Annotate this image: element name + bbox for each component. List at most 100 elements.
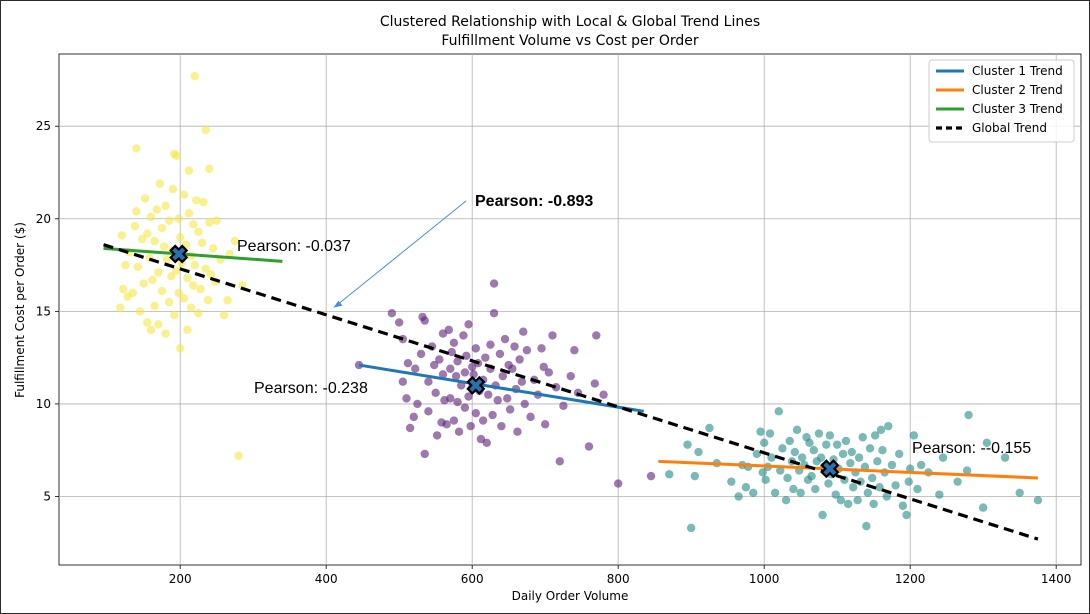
data-point-cluster-3 <box>146 325 156 335</box>
data-point-cluster-3 <box>159 242 169 251</box>
data-point-cluster-2 <box>938 453 948 462</box>
data-point-cluster-2 <box>909 431 919 440</box>
data-point-cluster-1 <box>449 416 459 425</box>
data-point-cluster-1 <box>354 360 364 370</box>
data-point-cluster-1 <box>403 358 413 368</box>
data-point-cluster-3 <box>154 268 163 277</box>
data-point-cluster-2 <box>902 510 911 520</box>
data-point-cluster-2 <box>1000 453 1010 462</box>
y-tick-label: 20 <box>36 212 51 226</box>
data-point-cluster-1 <box>592 331 601 340</box>
data-point-cluster-2 <box>665 470 674 479</box>
data-point-cluster-2 <box>776 466 785 475</box>
data-point-cluster-3 <box>194 309 203 318</box>
data-point-cluster-3 <box>138 234 147 244</box>
data-point-cluster-3 <box>139 279 148 288</box>
trend-lines <box>103 243 1039 541</box>
data-point-cluster-3 <box>161 201 170 211</box>
data-point-cluster-1 <box>446 394 455 403</box>
data-point-cluster-1 <box>469 370 478 379</box>
centroid-x-marker-cluster-3 <box>169 244 189 264</box>
plot-area <box>58 53 1082 566</box>
data-point-cluster-2 <box>694 447 703 457</box>
data-point-cluster-1 <box>498 371 508 381</box>
data-point-cluster-2 <box>853 495 862 505</box>
data-point-cluster-2 <box>846 458 855 468</box>
data-point-cluster-2 <box>734 492 743 501</box>
data-point-cluster-1 <box>570 346 579 355</box>
data-point-cluster-3 <box>128 288 137 298</box>
data-point-cluster-1 <box>522 346 532 355</box>
y-tick-label: 15 <box>36 304 51 318</box>
data-point-cluster-3 <box>162 255 172 264</box>
data-point-cluster-1 <box>555 457 564 466</box>
data-point-cluster-3 <box>161 329 170 338</box>
data-point-cluster-3 <box>148 275 157 285</box>
data-point-cluster-1 <box>431 388 440 398</box>
data-point-cluster-1 <box>646 471 656 481</box>
data-point-cluster-1 <box>402 394 411 403</box>
data-point-cluster-1 <box>515 355 524 364</box>
data-point-cluster-1 <box>460 403 470 412</box>
chart-subtitle: Fulfillment Volume vs Cost per Order <box>441 33 699 49</box>
data-point-cluster-1 <box>478 416 488 425</box>
centroid-x-marker-cluster-1 <box>466 375 486 395</box>
y-tick-label: 5 <box>43 489 51 503</box>
data-point-cluster-2 <box>825 431 835 440</box>
data-point-cluster-1 <box>435 355 444 364</box>
data-point-cluster-3 <box>186 303 196 312</box>
y-tick-label: 25 <box>36 119 51 133</box>
x-tick-label: 1000 <box>749 572 780 586</box>
data-point-cluster-2 <box>875 483 884 492</box>
data-point-cluster-1 <box>505 405 515 414</box>
data-point-cluster-2 <box>895 449 904 459</box>
data-point-cluster-2 <box>727 477 736 486</box>
data-point-cluster-1 <box>453 357 462 366</box>
data-point-cluster-3 <box>208 244 218 253</box>
data-point-cluster-1 <box>520 399 529 409</box>
global-trend-line <box>103 243 1039 541</box>
data-point-cluster-2 <box>841 436 851 446</box>
data-point-cluster-1 <box>471 408 481 418</box>
data-point-cluster-1 <box>500 334 510 344</box>
data-point-cluster-1 <box>420 449 429 459</box>
data-point-cluster-2 <box>770 488 780 497</box>
data-point-cluster-1 <box>462 351 471 360</box>
data-point-cluster-3 <box>189 220 198 229</box>
data-point-cluster-3 <box>132 207 141 216</box>
data-point-cluster-2 <box>792 425 802 435</box>
data-point-cluster-2 <box>904 477 913 486</box>
pearson-label-cluster-2: Pearson: --0.155 <box>912 440 1031 457</box>
cluster-1-trend-line <box>358 363 644 413</box>
data-point-cluster-3 <box>206 270 216 279</box>
data-point-cluster-2 <box>838 449 848 459</box>
data-point-cluster-3 <box>133 262 143 272</box>
x-axis-label: Daily Order Volume <box>512 589 629 603</box>
data-point-cluster-3 <box>203 296 213 305</box>
data-point-cluster-2 <box>758 468 767 477</box>
data-point-cluster-1 <box>430 360 439 370</box>
data-point-cluster-1 <box>526 412 535 422</box>
data-point-cluster-3 <box>121 260 130 270</box>
annotation-arrow-line <box>337 200 467 306</box>
data-point-cluster-2 <box>847 447 856 457</box>
data-point-cluster-2 <box>781 495 791 505</box>
data-point-cluster-3 <box>175 344 185 353</box>
data-point-cluster-3 <box>140 194 150 203</box>
data-point-cluster-2 <box>809 446 819 455</box>
data-point-cluster-2 <box>887 460 897 470</box>
data-point-cluster-1 <box>508 364 517 373</box>
data-point-cluster-1 <box>464 392 473 401</box>
data-point-cluster-2 <box>982 438 992 448</box>
data-point-cluster-2 <box>789 484 798 494</box>
data-point-cluster-1 <box>453 397 462 407</box>
data-point-cluster-1 <box>438 370 448 379</box>
data-point-cluster-2 <box>854 453 864 462</box>
pearson-label-cluster-3: Pearson: -0.037 <box>237 238 351 255</box>
data-point-cluster-1 <box>387 309 397 318</box>
data-point-cluster-3 <box>179 190 189 199</box>
x-tick-label: 1200 <box>895 572 926 586</box>
data-point-cluster-3 <box>212 216 221 225</box>
data-point-cluster-1 <box>482 438 491 448</box>
data-point-cluster-1 <box>432 431 442 440</box>
